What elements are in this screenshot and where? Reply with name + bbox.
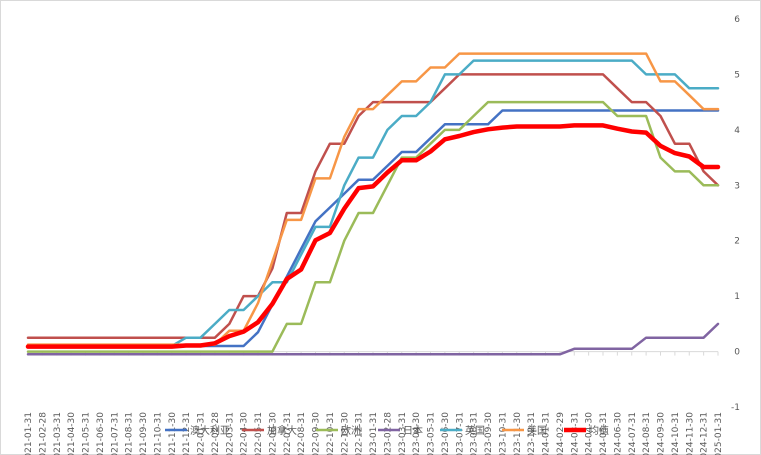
x-tick-label: 2024-09-30 bbox=[657, 412, 667, 455]
x-tick-label: 2021-10-31 bbox=[153, 412, 163, 455]
x-tick-label: 2023-11-30 bbox=[513, 412, 523, 455]
x-tick-label: 2022-07-31 bbox=[283, 412, 293, 455]
x-tick-label: 2023-01-31 bbox=[369, 412, 379, 455]
x-tick-label: 2022-08-31 bbox=[297, 412, 307, 455]
x-tick-label: 2023-06-30 bbox=[441, 412, 451, 455]
x-tick-label: 2025-01-31 bbox=[714, 412, 724, 455]
x-tick-label: 2024-08-31 bbox=[642, 412, 652, 455]
y-tick-label: 5 bbox=[734, 70, 740, 80]
series-line-5 bbox=[26, 52, 720, 346]
x-tick-label: 2021-04-30 bbox=[67, 412, 77, 455]
x-tick-label: 2024-06-30 bbox=[613, 412, 623, 455]
y-tick-label: 6 bbox=[734, 15, 740, 25]
series-line-1 bbox=[26, 73, 720, 339]
x-tick-label: 2024-05-31 bbox=[599, 412, 609, 455]
x-tick-label: 2021-08-31 bbox=[125, 412, 135, 455]
x-tick-label: 2023-08-31 bbox=[470, 412, 480, 455]
series-lines bbox=[25, 52, 721, 356]
x-tick-label: 2021-06-30 bbox=[96, 412, 106, 455]
x-tick-label: 2022-03-31 bbox=[225, 412, 235, 455]
legend-label: 欧洲 bbox=[341, 425, 361, 437]
x-tick-label: 2021-01-31 bbox=[24, 412, 34, 455]
x-tick-label: 2021-03-31 bbox=[53, 412, 63, 455]
x-tick-label: 2021-05-31 bbox=[82, 412, 92, 455]
x-tick-label: 2022-06-30 bbox=[268, 412, 278, 455]
x-tick-label: 2023-03-31 bbox=[398, 412, 408, 455]
series-line-6 bbox=[25, 123, 721, 349]
x-tick-label: 2022-01-31 bbox=[197, 412, 207, 455]
legend-label: 加拿大 bbox=[267, 424, 297, 437]
x-tick-label: 2023-12-31 bbox=[527, 412, 537, 455]
x-tick-label: 2021-11-30 bbox=[168, 412, 178, 455]
x-tick-label: 2024-01-31 bbox=[542, 412, 552, 455]
x-tick-label: 2024-11-30 bbox=[685, 412, 695, 455]
x-tick-label: 2024-12-31 bbox=[700, 412, 710, 455]
x-tick-label: 2021-07-31 bbox=[110, 412, 120, 455]
x-tick-label: 2022-11-30 bbox=[340, 412, 350, 455]
x-tick-label: 2022-05-31 bbox=[254, 412, 264, 455]
series-line-3 bbox=[26, 322, 720, 356]
y-tick-label: 4 bbox=[734, 126, 740, 136]
x-tick-label: 2022-12-31 bbox=[355, 412, 365, 455]
y-tick-label: 0 bbox=[734, 348, 740, 358]
x-tick-label: 2022-02-28 bbox=[211, 412, 221, 455]
x-tick-label: 2023-10-31 bbox=[498, 412, 508, 455]
legend-label: 澳大利亚 bbox=[190, 424, 230, 437]
x-tick-label: 2022-04-30 bbox=[240, 412, 250, 455]
legend-label: 英国 bbox=[465, 424, 485, 437]
y-tick-label: 2 bbox=[734, 237, 740, 247]
axes: -1 0 1 2 3 4 5 6 2021-01-31 2021-02-28 2021-03-31 2… bbox=[24, 15, 740, 455]
y-tick-label: 1 bbox=[734, 292, 740, 302]
x-tick-label: 2023-07-31 bbox=[455, 412, 465, 455]
x-tick-label: 2022-09-30 bbox=[312, 412, 322, 455]
x-tick-label: 2021-09-30 bbox=[139, 412, 149, 455]
x-tick-label: 2023-02-28 bbox=[383, 412, 393, 455]
x-tick-label: 2022-10-31 bbox=[326, 412, 336, 455]
y-tick-label: -1 bbox=[731, 403, 740, 413]
x-tick-label: 2024-07-31 bbox=[628, 412, 638, 455]
series-line-0 bbox=[26, 109, 720, 348]
series-line-2 bbox=[26, 100, 720, 353]
legend-label: 美国 bbox=[527, 424, 547, 437]
x-tick-label: 2023-04-30 bbox=[412, 412, 422, 455]
legend-label: 日本 bbox=[403, 424, 423, 437]
legend-label: 均值 bbox=[589, 424, 609, 437]
x-tick-label: 2024-04-30 bbox=[585, 412, 595, 455]
x-tick-label: 2023-05-31 bbox=[427, 412, 437, 455]
x-tick-label: 2021-12-31 bbox=[182, 412, 192, 455]
legend: 澳大利亚 加拿大 欧洲 日本 英国 美国 均值 bbox=[165, 424, 609, 437]
x-tick-label: 2024-10-31 bbox=[671, 412, 681, 455]
x-tick-label: 2023-09-30 bbox=[484, 412, 494, 455]
y-tick-label: 3 bbox=[734, 181, 740, 191]
x-tick-label: 2024-02-29 bbox=[556, 412, 566, 455]
x-tick-label: 2024-03-31 bbox=[570, 412, 580, 455]
x-tick-label: 2021-02-28 bbox=[38, 412, 48, 455]
